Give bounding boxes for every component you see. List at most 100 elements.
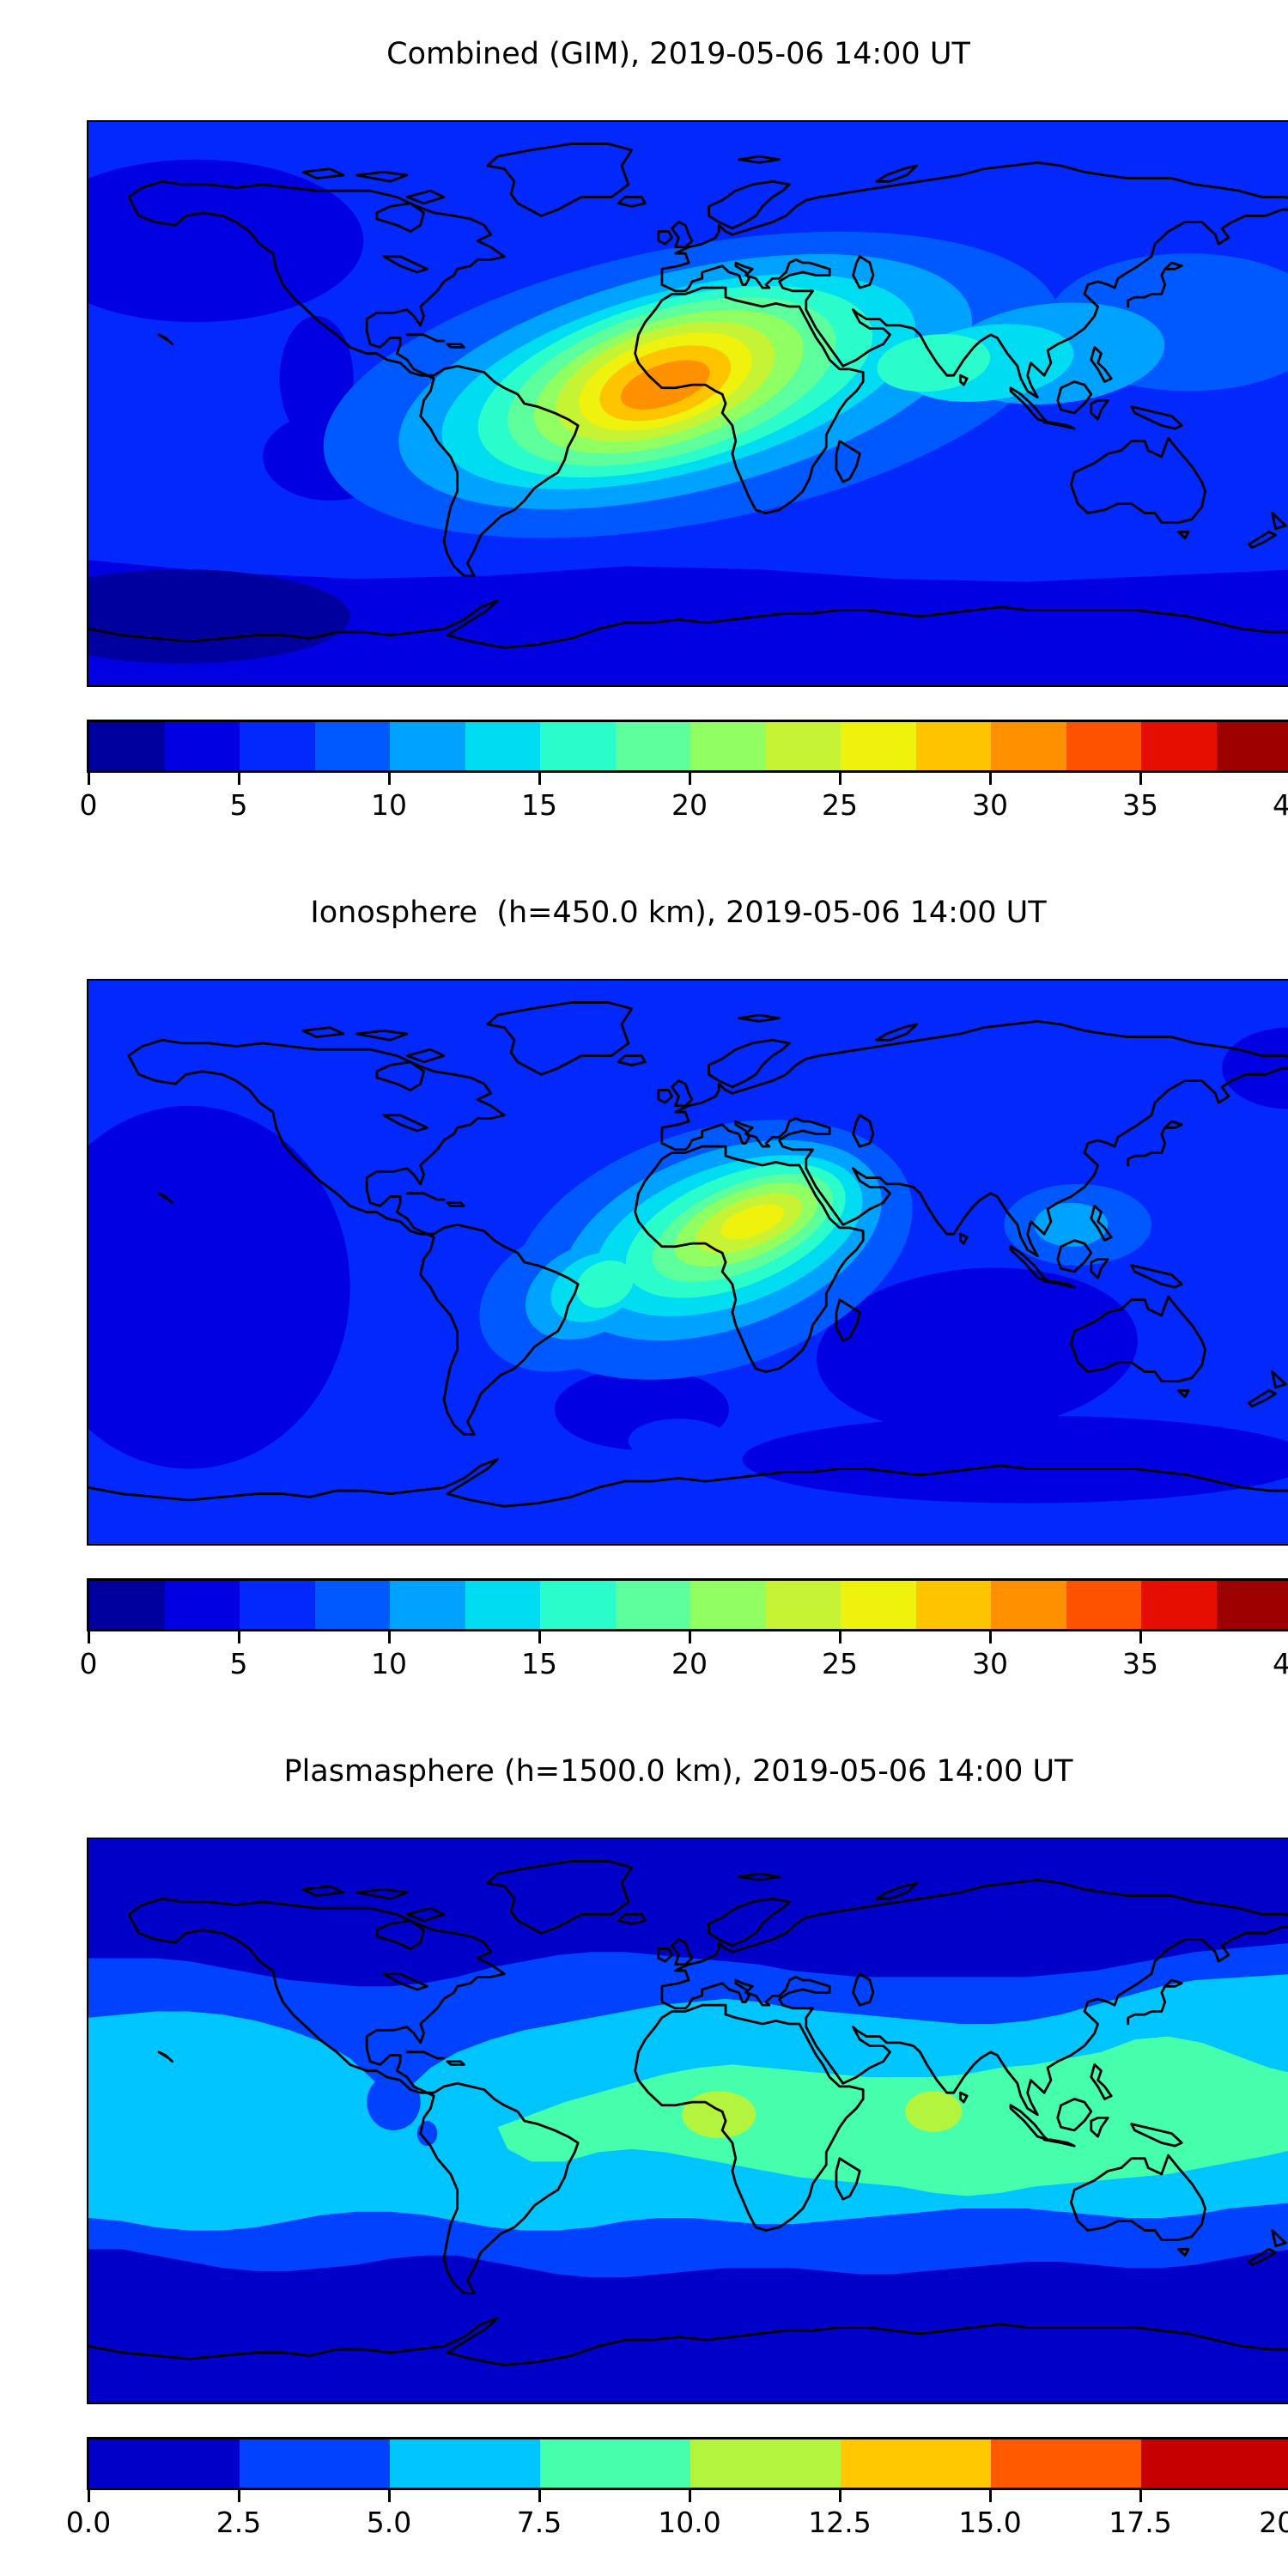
colorbar-tick: [1139, 2490, 1142, 2502]
colorbar-tick-label: 30: [972, 1647, 1008, 1680]
colorbar-tick-label: 0: [79, 1647, 98, 1680]
colorbar: [87, 2437, 1288, 2490]
colorbar-segment: [89, 2439, 240, 2488]
panel-ionosphere: Ionosphere (h=450.0 km), 2019-05-06 14:0…: [34, 872, 1288, 1731]
colorbar-tick-label: 17.5: [1109, 2506, 1172, 2539]
colorbar-segment: [841, 1581, 916, 1629]
colorbar-tick-label: 10: [371, 1647, 407, 1680]
colorbar-tick: [387, 2490, 391, 2502]
colorbar-segment: [991, 722, 1066, 770]
coastlines: [88, 1862, 1288, 2366]
colorbar-segment: [841, 2439, 991, 2488]
colorbar-tick-label: 35: [1122, 788, 1158, 822]
colorbar-segment: [1141, 2439, 1288, 2488]
colorbar-tick-label: 25: [822, 788, 858, 822]
colorbar-segment: [1141, 722, 1217, 770]
colorbar-tick: [688, 1631, 691, 1643]
colorbar-segment: [915, 722, 991, 770]
colorbar-segment: [314, 722, 390, 770]
colorbar-tick-label: 40: [1273, 788, 1288, 822]
colorbar-tick-label: 25: [822, 1647, 858, 1680]
colorbar-segment: [240, 1581, 315, 1629]
colorbar-segment: [1141, 1581, 1217, 1629]
colorbar-tick: [988, 1631, 992, 1643]
colorbar-segment: [765, 1581, 841, 1629]
coastlines: [88, 144, 1288, 648]
colorbar-tick: [237, 2490, 240, 2502]
colorbar-tick-label: 2.5: [216, 2506, 262, 2539]
colorbar-tick-label: 15.0: [958, 2506, 1022, 2539]
panel-title: Ionosphere (h=450.0 km), 2019-05-06 14:0…: [310, 896, 1047, 930]
colorbar-segment: [540, 1581, 616, 1629]
colorbar-segment: [164, 1581, 240, 1629]
colorbar-segment: [314, 1581, 390, 1629]
colorbar-segment: [390, 1581, 465, 1629]
colorbar-tick: [988, 773, 992, 785]
colorbar-tick-label: 20.0: [1259, 2506, 1288, 2539]
colorbar-segment: [1216, 1581, 1288, 1629]
colorbar-segment: [690, 722, 766, 770]
panel-combined-gim: Combined (GIM), 2019-05-06 14:00 UT 0 5 10…: [34, 14, 1288, 872]
colorbar-segment: [540, 2439, 690, 2488]
colorbar-tick: [538, 1631, 541, 1643]
colorbar-tick-label: 10: [371, 788, 407, 822]
colorbar-segment: [89, 722, 165, 770]
colorbar-tick-label: 15: [521, 1647, 557, 1680]
colorbar-tick: [87, 1631, 90, 1643]
colorbar-tick-label: 15: [521, 788, 557, 822]
colorbar-tick: [838, 773, 841, 785]
colorbar-segment: [765, 722, 841, 770]
colorbar-segment: [915, 1581, 991, 1629]
colorbar-tick: [538, 2490, 541, 2502]
colorbar-tick-label: 5: [229, 788, 248, 822]
colorbar-tick: [538, 773, 541, 785]
colorbar-tick: [1139, 773, 1142, 785]
colorbar-segment: [841, 722, 916, 770]
colorbar-tick-label: 0.0: [65, 2506, 112, 2539]
panel-title: Plasmasphere (h=1500.0 km), 2019-05-06 1…: [283, 1754, 1073, 1789]
colorbar-tick: [1139, 1631, 1142, 1643]
colorbar-tick-label: 35: [1122, 1647, 1158, 1680]
colorbar-tick-label: 5.0: [366, 2506, 412, 2539]
colorbar-segment: [615, 1581, 690, 1629]
colorbar-tick-label: 40: [1273, 1647, 1288, 1680]
world-map-plasmasphere: [87, 1838, 1288, 2404]
colorbar-tick: [838, 2490, 841, 2502]
colorbar: [87, 1578, 1288, 1631]
colorbar-segment: [991, 2439, 1141, 2488]
colorbar-segment: [89, 1581, 165, 1629]
world-map-combined: [87, 120, 1288, 687]
colorbar-tick: [387, 773, 391, 785]
colorbar-tick-label: 20: [671, 788, 708, 822]
panel-title: Combined (GIM), 2019-05-06 14:00 UT: [386, 37, 970, 71]
world-map-ionosphere: [87, 979, 1288, 1546]
colorbar-segment: [991, 1581, 1066, 1629]
colorbar-segment: [1066, 722, 1141, 770]
colorbar-segment: [164, 722, 240, 770]
colorbar-tick-label: 10.0: [658, 2506, 721, 2539]
colorbar-tick-label: 12.5: [808, 2506, 872, 2539]
colorbar-segment: [690, 1581, 766, 1629]
colorbar-segment: [240, 2439, 390, 2488]
colorbar-tick: [237, 773, 240, 785]
colorbar: [87, 720, 1288, 773]
colorbar-segment: [240, 722, 315, 770]
colorbar-tick: [87, 2490, 90, 2502]
panel-plasmasphere: Plasmasphere (h=1500.0 km), 2019-05-06 1…: [34, 1731, 1288, 2576]
contour-map-svg: [88, 1839, 1288, 2403]
colorbar-tick-label: 0: [79, 788, 98, 822]
colorbar-tick: [838, 1631, 841, 1643]
colorbar-segment: [1216, 722, 1288, 770]
colorbar-tick: [387, 1631, 391, 1643]
colorbar-tick: [688, 773, 691, 785]
contour-map-svg: [88, 981, 1288, 1544]
colorbar-segment: [390, 2439, 540, 2488]
colorbar-tick-label: 20: [671, 1647, 708, 1680]
colorbar-segment: [690, 2439, 841, 2488]
colorbar-tick: [237, 1631, 240, 1643]
colorbar-tick-label: 7.5: [516, 2506, 562, 2539]
colorbar-tick-label: 5: [229, 1647, 248, 1680]
colorbar-segment: [615, 722, 690, 770]
colorbar-tick: [87, 773, 90, 785]
